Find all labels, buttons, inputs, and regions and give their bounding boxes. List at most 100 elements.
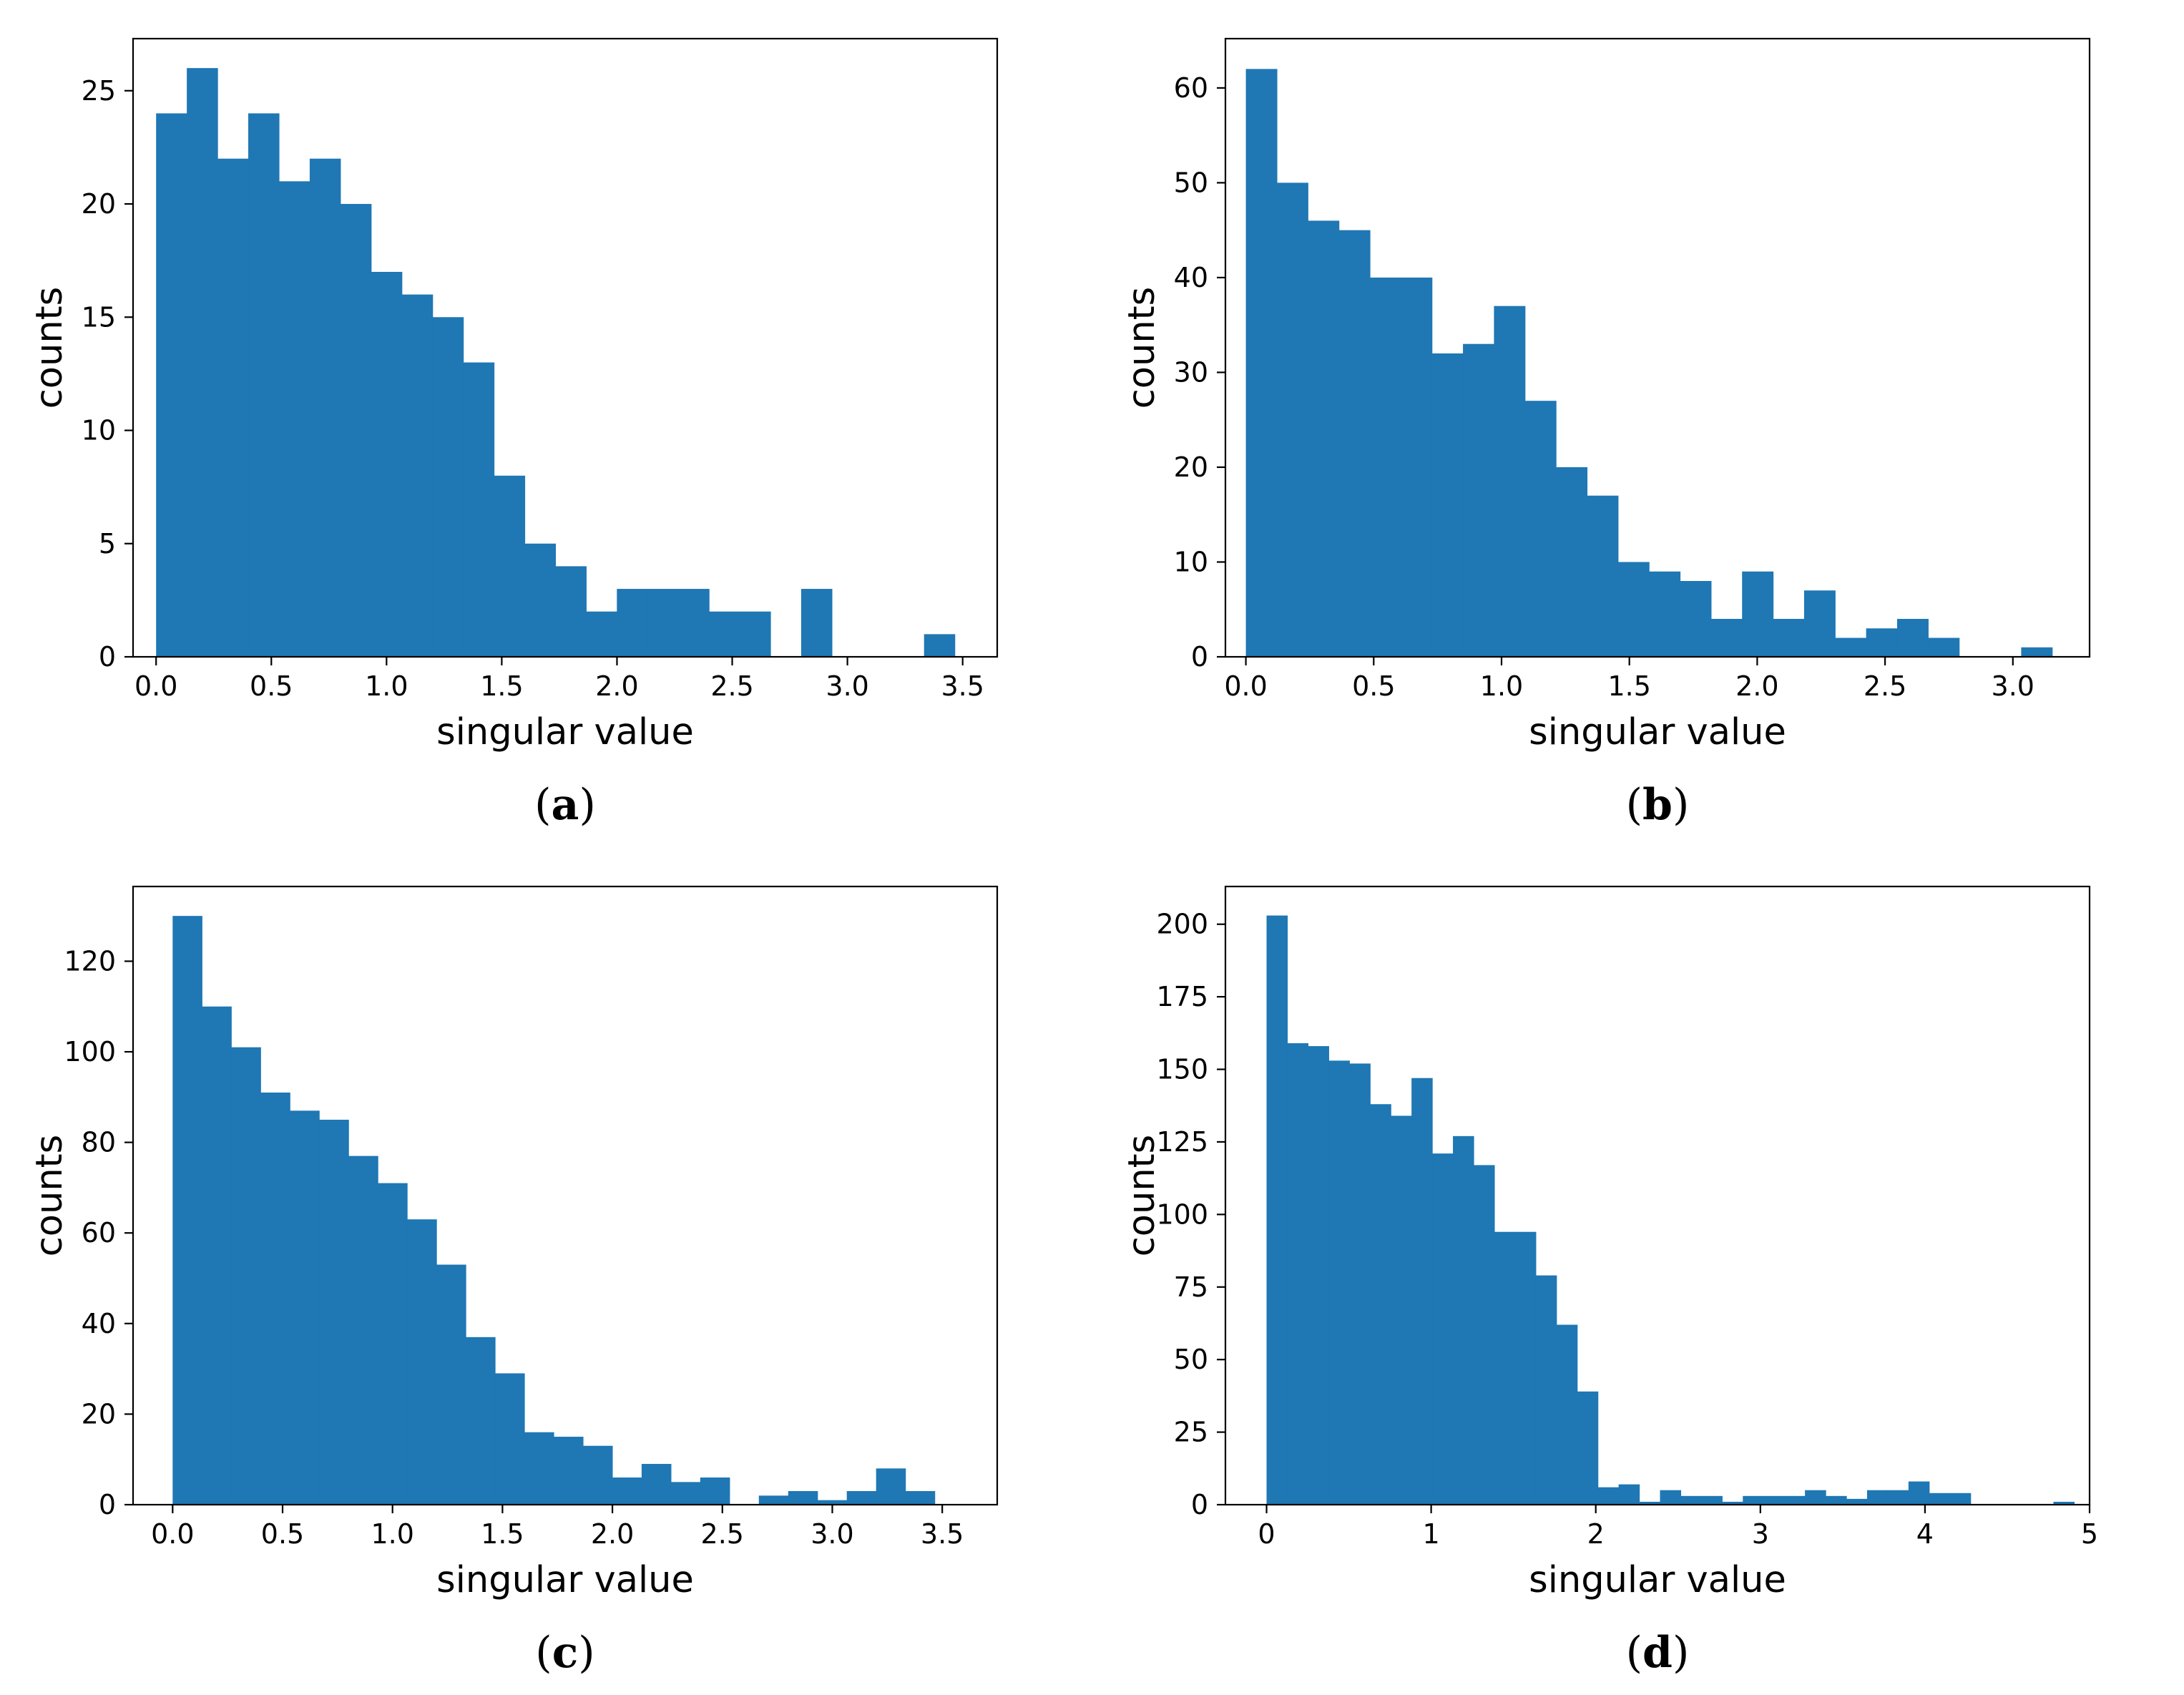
histogram-bar xyxy=(1463,343,1495,657)
x-tick-label: 0.5 xyxy=(1352,670,1395,702)
histogram-bar xyxy=(1660,1490,1682,1505)
histogram-bar xyxy=(788,1491,818,1505)
histogram-bar xyxy=(290,1110,320,1505)
histogram-bar xyxy=(1805,1490,1826,1505)
histogram-bar xyxy=(1743,1495,1764,1505)
y-tick-label: 175 xyxy=(1156,981,1208,1012)
histogram-bar xyxy=(1328,1060,1350,1505)
histogram-bar xyxy=(278,181,310,657)
y-tick-label: 60 xyxy=(82,1217,116,1249)
x-tick-label: 4 xyxy=(1916,1518,1934,1550)
histogram-bar xyxy=(800,589,833,657)
histogram-bar xyxy=(524,1432,554,1505)
axes-frame xyxy=(1224,37,2091,658)
histogram-bar xyxy=(1494,306,1526,657)
x-tick-label: 0.0 xyxy=(151,1518,194,1550)
histogram-bar xyxy=(378,1183,408,1505)
x-tick-label: 3.0 xyxy=(811,1518,853,1550)
y-axis-label: counts xyxy=(29,1135,71,1256)
x-tick-label: 3.5 xyxy=(941,670,984,702)
panel-d: 0 1 2 3 4 5 0 25 50 75 100 125 150 175 200 singular val… xyxy=(1092,848,2184,1695)
x-tick-label: 1.5 xyxy=(1607,670,1650,702)
y-tick-label: 5 xyxy=(99,528,116,560)
x-tick-label: 0.0 xyxy=(1224,670,1267,702)
histogram-bar xyxy=(1928,638,1960,657)
x-tick-label: 2.5 xyxy=(1864,670,1906,702)
histogram-bar xyxy=(371,271,403,658)
x-tick-label: 1.0 xyxy=(1480,670,1523,702)
y-tick-label: 75 xyxy=(1174,1271,1208,1303)
histogram-bar xyxy=(1597,1487,1620,1505)
histogram-bar xyxy=(1431,353,1464,657)
x-tick-label: 2 xyxy=(1587,1518,1605,1550)
histogram-bar xyxy=(407,1219,437,1505)
histogram-bar xyxy=(846,1491,877,1505)
y-tick-label: 120 xyxy=(64,945,116,977)
histogram-bar xyxy=(612,1477,642,1505)
bars xyxy=(156,68,956,658)
histogram-bar xyxy=(401,294,434,657)
histogram-bar xyxy=(1370,277,1401,657)
histogram-bar xyxy=(555,566,587,657)
axes-frame xyxy=(132,37,999,658)
histogram-bar xyxy=(1276,182,1308,658)
histogram-bar xyxy=(494,475,526,657)
histogram-bar xyxy=(1742,571,1774,657)
x-axis-label: singular value xyxy=(1529,711,1786,753)
y-tick-label: 10 xyxy=(1174,546,1208,577)
histogram-bar xyxy=(1577,1391,1599,1505)
histogram-bar xyxy=(670,1482,701,1505)
y-tick-label: 30 xyxy=(1174,356,1208,388)
histogram-bar xyxy=(1494,1231,1516,1505)
bars xyxy=(1266,915,2075,1505)
panel-b: 0.0 0.5 1.0 1.5 2.0 2.5 3.0 0 10 20 30 40 50 60 singul… xyxy=(1092,0,2184,847)
y-tick-label: 15 xyxy=(82,301,116,333)
bars xyxy=(1245,69,2053,658)
histogram-bar xyxy=(924,634,956,657)
y-tick-label: 125 xyxy=(1156,1126,1208,1158)
y-tick-label: 0 xyxy=(99,641,116,673)
histogram-bar xyxy=(1349,1063,1371,1505)
histogram-bar xyxy=(436,1264,466,1505)
y-axis-label: counts xyxy=(29,287,71,409)
panel-a: 0.0 0.5 1.0 1.5 2.0 2.5 3.0 3.5 0 5 10 15 20 25 singul… xyxy=(0,0,1092,847)
histogram-bar xyxy=(905,1491,936,1505)
x-axis-label: singular value xyxy=(436,711,694,753)
y-tick-label: 150 xyxy=(1156,1054,1208,1085)
histogram-bar xyxy=(1835,638,1867,657)
axes-frame xyxy=(1224,885,2091,1506)
histogram-bar xyxy=(758,1495,789,1505)
histogram-bar xyxy=(187,68,218,657)
histogram-bar xyxy=(1401,277,1433,657)
histogram-bar xyxy=(156,113,187,657)
histogram-bar xyxy=(319,1119,349,1505)
histogram-bar xyxy=(1524,401,1557,657)
histogram-bar xyxy=(1649,571,1681,657)
histogram-bar xyxy=(1846,1498,1868,1505)
histogram-bar xyxy=(1432,1153,1454,1505)
histogram-bar xyxy=(1803,590,1836,657)
x-tick-label: 1.0 xyxy=(365,670,408,702)
histogram-bar xyxy=(1896,618,1929,657)
histogram-b: 0.0 0.5 1.0 1.5 2.0 2.5 3.0 0 10 20 30 40 50 60 singul… xyxy=(1121,37,2091,830)
histogram-bar xyxy=(1514,1231,1537,1505)
histogram-bar xyxy=(1535,1275,1557,1505)
y-tick-label: 80 xyxy=(82,1127,116,1158)
histogram-bar xyxy=(309,158,341,658)
histogram-bar xyxy=(202,1006,232,1505)
histogram-bar xyxy=(553,1437,584,1505)
y-tick-label: 60 xyxy=(1174,72,1208,104)
y-tick-label: 40 xyxy=(82,1308,116,1339)
histogram-bar xyxy=(2053,1501,2075,1505)
histogram-bar xyxy=(1556,1324,1578,1505)
x-tick-label: 2.0 xyxy=(595,670,638,702)
histogram-bar xyxy=(432,317,464,657)
y-tick-label: 50 xyxy=(1174,167,1208,198)
histogram-bar xyxy=(260,1093,290,1505)
axes-frame xyxy=(132,885,999,1506)
x-axis-label: singular value xyxy=(1529,1559,1786,1601)
histogram-bar xyxy=(817,1500,848,1505)
panel-caption: (c) xyxy=(535,1628,594,1678)
panel-caption: (d) xyxy=(1626,1628,1690,1678)
histogram-bar xyxy=(1701,1495,1723,1505)
